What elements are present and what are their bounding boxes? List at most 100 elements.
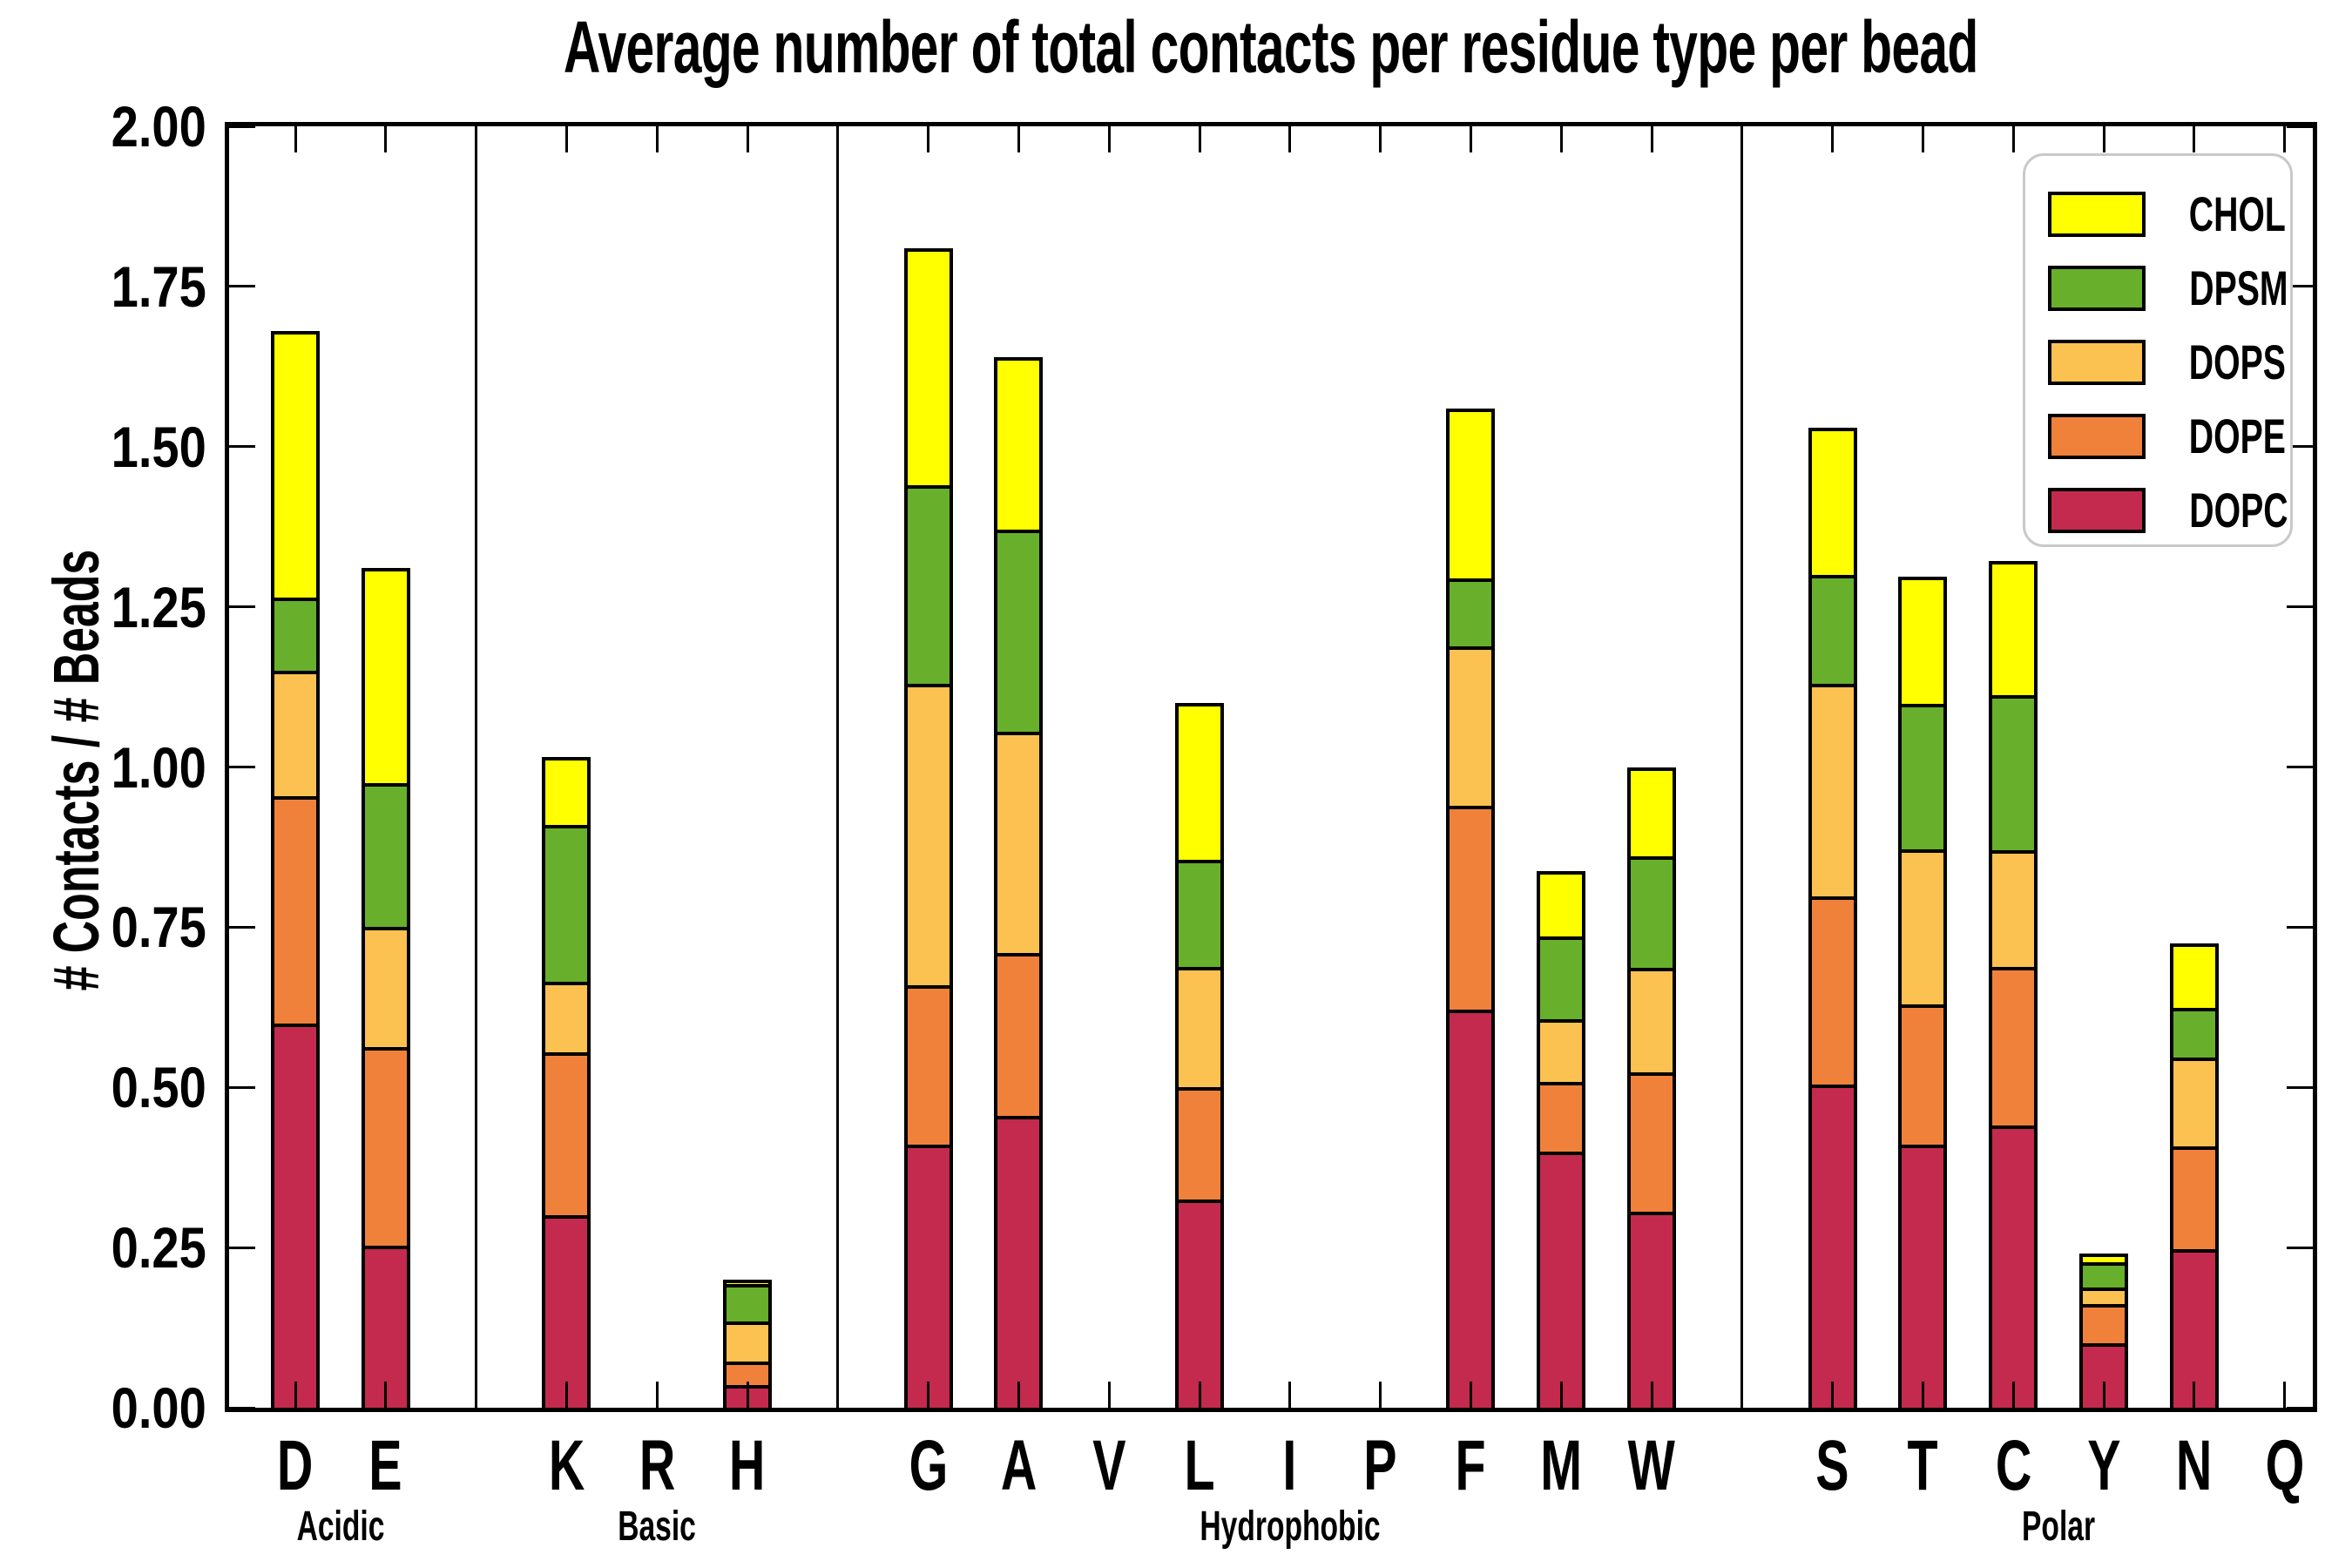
x-tick-label-text: G bbox=[909, 1426, 948, 1505]
x-tick-label-E: E bbox=[316, 1430, 456, 1502]
bar-segment-F-CHOL bbox=[1446, 408, 1496, 582]
bar-segment-C-DPSM bbox=[1989, 695, 2038, 855]
x-tick-label-H: H bbox=[678, 1430, 817, 1502]
bar-segment-W-DPSM bbox=[1627, 856, 1676, 972]
x-tick-label-text: Q bbox=[2265, 1426, 2304, 1505]
bar-segment-E-DOPS bbox=[361, 927, 410, 1051]
bar-segment-D-DPSM bbox=[271, 597, 320, 675]
x-tick-bottom-V bbox=[1107, 1382, 1111, 1408]
x-tick-top-D bbox=[294, 126, 297, 152]
x-tick-top-R bbox=[655, 126, 659, 152]
y-tick-label-0.75: 0.75 bbox=[31, 896, 214, 957]
legend: CHOL DPSM DOPS DOPE DOPC bbox=[2023, 153, 2293, 547]
plot-area bbox=[225, 122, 2317, 1412]
x-tick-label-D: D bbox=[226, 1430, 365, 1502]
bar-segment-L-DOPC bbox=[1175, 1199, 1224, 1411]
bar-segment-A-CHOL bbox=[994, 356, 1044, 534]
group-label-text: Basic bbox=[618, 1504, 697, 1550]
x-tick-label-A: A bbox=[949, 1430, 1088, 1502]
group-label-Polar: Polar bbox=[1884, 1505, 2233, 1549]
legend-swatch-DOPS bbox=[2048, 339, 2146, 385]
y-tick-label-text: 2.00 bbox=[111, 94, 206, 159]
bar-segment-S-DOPS bbox=[1808, 683, 1857, 901]
x-tick-top-N bbox=[2193, 126, 2196, 152]
x-tick-bottom-R bbox=[655, 1382, 659, 1408]
bar-segment-H-DPSM bbox=[723, 1284, 772, 1325]
x-tick-bottom-W bbox=[1650, 1382, 1653, 1408]
x-tick-bottom-C bbox=[2011, 1382, 2015, 1408]
bar-segment-K-CHOL bbox=[542, 757, 591, 828]
bar-segment-A-DOPE bbox=[994, 952, 1044, 1120]
y-tick-right-0.75 bbox=[2287, 925, 2313, 929]
bar-segment-A-DPSM bbox=[994, 530, 1044, 736]
bar-segment-Y-DPSM bbox=[2079, 1262, 2128, 1291]
y-tick-left-1.00 bbox=[229, 766, 255, 768]
bar-segment-E-DPSM bbox=[361, 782, 410, 931]
y-tick-left-1.25 bbox=[229, 605, 255, 609]
legend-item-DOPC: DOPC bbox=[2048, 473, 2290, 547]
y-tick-label-0.50: 0.50 bbox=[31, 1057, 214, 1118]
legend-label-text: DOPS bbox=[2188, 334, 2286, 389]
bar-segment-S-DPSM bbox=[1808, 574, 1857, 687]
y-tick-label-text: 0.75 bbox=[111, 895, 206, 960]
bar-segment-G-DPSM bbox=[903, 484, 953, 687]
x-tick-bottom-L bbox=[1198, 1382, 1201, 1408]
bar-segment-E-DOPE bbox=[361, 1046, 410, 1249]
x-tick-top-K bbox=[564, 126, 568, 152]
bar-segment-H-CHOL bbox=[723, 1279, 772, 1288]
y-tick-right-0.00 bbox=[2287, 1406, 2313, 1409]
bar-segment-M-DOPC bbox=[1537, 1151, 1586, 1411]
bar-segment-M-DOPS bbox=[1537, 1018, 1586, 1086]
bar-segment-M-DOPE bbox=[1537, 1082, 1586, 1155]
group-label-text: Hydrophobic bbox=[1200, 1504, 1381, 1550]
bar-segment-K-DOPC bbox=[542, 1215, 591, 1411]
x-tick-label-T: T bbox=[1853, 1430, 1992, 1502]
y-tick-left-0.00 bbox=[229, 1406, 255, 1409]
bar-segment-T-DPSM bbox=[1898, 704, 1948, 853]
x-tick-top-S bbox=[1831, 126, 1835, 152]
legend-label-CHOL: CHOL bbox=[2168, 186, 2307, 241]
y-tick-left-0.75 bbox=[229, 925, 255, 929]
x-tick-label-Y: Y bbox=[2034, 1430, 2173, 1502]
x-tick-top-Q bbox=[2283, 126, 2287, 152]
bar-segment-L-DOPS bbox=[1175, 966, 1224, 1092]
x-tick-bottom-E bbox=[384, 1382, 388, 1408]
x-tick-label-C: C bbox=[1943, 1430, 2083, 1502]
x-tick-label-G: G bbox=[859, 1430, 998, 1502]
bar-segment-W-DOPE bbox=[1627, 1072, 1676, 1215]
y-tick-right-1.25 bbox=[2287, 605, 2313, 609]
x-tick-bottom-K bbox=[564, 1382, 568, 1408]
group-separator-line bbox=[1740, 126, 1744, 1408]
y-tick-left-0.50 bbox=[229, 1085, 255, 1089]
y-tick-label-1.25: 1.25 bbox=[31, 577, 214, 638]
x-tick-label-text: K bbox=[548, 1426, 585, 1505]
bar-segment-C-DOPE bbox=[1989, 966, 2038, 1130]
group-separator-line bbox=[836, 126, 840, 1408]
group-label-text: Polar bbox=[2022, 1504, 2096, 1550]
chart-title-text: Average number of total contacts per res… bbox=[564, 6, 1978, 88]
x-tick-label-W: W bbox=[1582, 1430, 1721, 1502]
bar-segment-G-DOPE bbox=[903, 984, 953, 1149]
bar-segment-S-DOPE bbox=[1808, 896, 1857, 1088]
bar-segment-N-DPSM bbox=[2169, 1008, 2219, 1062]
y-tick-right-2.00 bbox=[2287, 125, 2313, 128]
x-tick-top-L bbox=[1198, 126, 1201, 152]
bar-segment-Y-CHOL bbox=[2079, 1254, 2128, 1267]
bar-segment-L-DPSM bbox=[1175, 860, 1224, 970]
y-tick-label-0.00: 0.00 bbox=[31, 1377, 214, 1438]
x-tick-label-K: K bbox=[497, 1430, 636, 1502]
bar-segment-Y-DOPE bbox=[2079, 1303, 2128, 1347]
legend-swatch-DOPC bbox=[2048, 487, 2146, 533]
bar-segment-S-CHOL bbox=[1808, 427, 1857, 578]
x-tick-bottom-F bbox=[1469, 1382, 1472, 1408]
x-tick-label-text: N bbox=[2176, 1426, 2213, 1505]
x-tick-top-G bbox=[927, 126, 930, 152]
legend-label-text: CHOL bbox=[2188, 186, 2286, 241]
legend-swatch-DPSM bbox=[2048, 265, 2146, 311]
legend-label-text: DPSM bbox=[2189, 260, 2288, 315]
x-tick-label-text: R bbox=[639, 1426, 675, 1505]
x-tick-label-text: C bbox=[1995, 1426, 2031, 1505]
bar-segment-H-DOPS bbox=[723, 1321, 772, 1366]
x-tick-label-text: W bbox=[1627, 1426, 1676, 1505]
x-tick-bottom-P bbox=[1379, 1382, 1382, 1408]
